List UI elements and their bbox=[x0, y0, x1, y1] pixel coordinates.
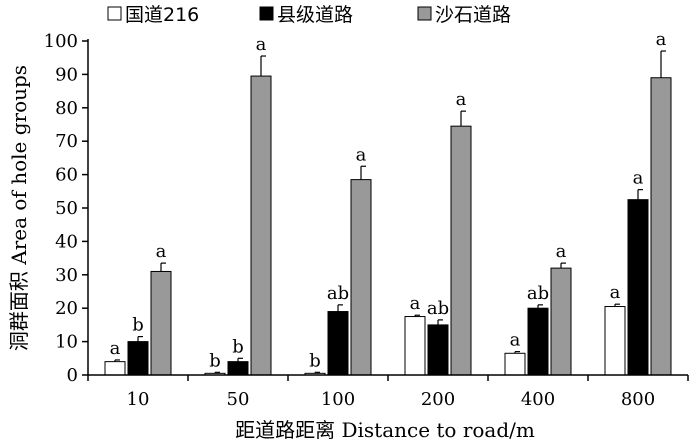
significance-letter: ab bbox=[527, 283, 549, 304]
legend-label-0: 国道216 bbox=[125, 4, 199, 26]
y-tick-label: 30 bbox=[55, 265, 78, 286]
significance-letter: a bbox=[610, 282, 621, 303]
bar-2-200 bbox=[450, 125, 472, 376]
y-tick-label: 0 bbox=[67, 365, 78, 386]
legend-swatch-2 bbox=[417, 6, 432, 21]
significance-letter: a bbox=[633, 168, 644, 189]
significance-letter: b bbox=[132, 315, 144, 336]
bar-1-50 bbox=[227, 361, 249, 376]
bar-2-10 bbox=[150, 270, 172, 376]
x-axis-title: 距道路距离 Distance to road/m bbox=[235, 418, 535, 442]
significance-letter: ab bbox=[427, 298, 449, 319]
significance-letter: b bbox=[209, 350, 221, 371]
bar-0-10 bbox=[104, 361, 126, 376]
y-tick-label: 10 bbox=[55, 332, 78, 353]
significance-letter: b bbox=[309, 350, 321, 371]
significance-letter: a bbox=[656, 29, 667, 50]
x-tick-label: 400 bbox=[521, 389, 555, 410]
bar-0-400 bbox=[504, 352, 526, 376]
legend-swatch-0 bbox=[107, 6, 122, 21]
y-tick-label: 80 bbox=[55, 98, 78, 119]
bar-2-800 bbox=[650, 77, 672, 376]
bar-0-800 bbox=[604, 306, 626, 376]
significance-letter: a bbox=[356, 144, 367, 165]
significance-letter: a bbox=[556, 241, 567, 262]
bar-1-10 bbox=[127, 341, 149, 376]
bar-1-100 bbox=[327, 311, 349, 376]
significance-letter: a bbox=[256, 34, 267, 55]
y-tick-label: 90 bbox=[55, 64, 78, 85]
x-tick-label: 50 bbox=[227, 389, 250, 410]
legend-swatch-1 bbox=[259, 6, 274, 21]
legend-label-2: 沙石道路 bbox=[435, 4, 511, 26]
significance-letter: a bbox=[456, 89, 467, 110]
y-tick-label: 50 bbox=[55, 198, 78, 219]
significance-letter: a bbox=[156, 241, 167, 262]
x-tick-label: 10 bbox=[127, 389, 150, 410]
y-tick-label: 100 bbox=[44, 31, 78, 52]
x-tick-label: 800 bbox=[621, 389, 655, 410]
significance-letter: a bbox=[110, 338, 121, 359]
y-tick-label: 70 bbox=[55, 131, 78, 152]
bar-2-50 bbox=[250, 75, 272, 376]
significance-letter: b bbox=[232, 336, 244, 357]
bar-2-400 bbox=[550, 267, 572, 376]
bar-1-800 bbox=[627, 199, 649, 376]
x-tick-label: 100 bbox=[321, 389, 355, 410]
x-tick-label: 200 bbox=[421, 389, 455, 410]
significance-letter: a bbox=[510, 330, 521, 351]
y-axis-title: 洞群面积 Area of hole groups bbox=[7, 65, 31, 351]
significance-letter: ab bbox=[327, 283, 349, 304]
significance-letter: a bbox=[410, 293, 421, 314]
bar-2-100 bbox=[350, 179, 372, 376]
y-tick-label: 40 bbox=[55, 231, 78, 252]
bar-1-400 bbox=[527, 307, 549, 376]
y-tick-label: 60 bbox=[55, 165, 78, 186]
bar-1-200 bbox=[427, 324, 449, 376]
y-tick-label: 20 bbox=[55, 298, 78, 319]
legend-label-1: 县级道路 bbox=[277, 4, 353, 26]
bar-0-200 bbox=[404, 316, 426, 376]
legend: 国道216 县级道路 沙石道路 bbox=[107, 4, 511, 26]
axes-layer: 0 10 20 30 40 50 60 70 80 90 100 10 50 100 200 400 800 bbox=[44, 31, 689, 410]
